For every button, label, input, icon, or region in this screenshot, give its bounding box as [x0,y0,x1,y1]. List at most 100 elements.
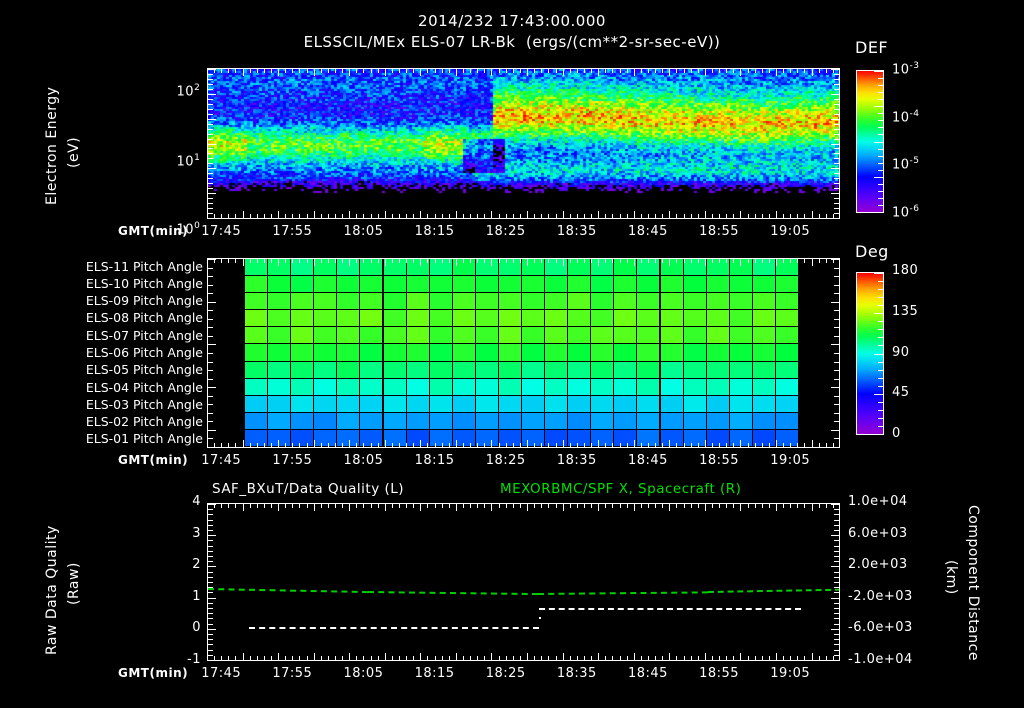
x-axis-tick-mark [697,443,699,447]
x-axis-tick-mark [356,259,358,263]
x-axis-tick-mark [271,656,272,660]
x-axis-tick-mark [320,69,322,73]
x-axis-tick-mark [605,214,607,218]
pitch-angle-cell [591,276,615,294]
x-axis-tick-mark [790,69,792,73]
y-axis-tick-mark [834,284,839,286]
x-axis-tick-mark [697,504,699,508]
x-axis-tick-mark [825,214,827,218]
x-axis-tick-mark [477,69,479,73]
y-axis-tick-mark [208,613,213,615]
x-axis-tick-mark [356,443,358,447]
y-axis-tick-mark [208,540,213,542]
y-axis-tick-mark [208,550,213,552]
pitch-angle-cell [660,344,684,362]
y-axis-tick-mark [834,148,839,150]
x-axis-tick-mark [363,656,365,660]
panel3-legend-left: SAF_BXuT/Data Quality (L) [212,481,405,497]
pitch-angle-cell [475,429,499,447]
x-axis-tick-mark [583,214,585,218]
x-axis-tick-mark [662,259,664,263]
y-axis-tick-mark [834,276,839,278]
colorbar-tick-mark [878,377,883,379]
x-axis-tick-mark [832,259,834,263]
x-axis-tick-mark [491,69,493,76]
x-axis-tick-mark [541,259,543,263]
x-axis-tick-mark [591,443,593,447]
x-axis-tick-mark [690,443,692,447]
pitch-angle-row-label: ELS-11 Pitch Angle [85,258,203,274]
x-axis-tick-mark [761,69,763,73]
x-axis-tick-mark [384,653,386,660]
pitch-angle-cell [614,293,638,311]
x-axis-tick-mark [733,504,735,508]
x-axis-tick-mark [662,69,664,73]
pitch-angle-cell [268,327,292,345]
y-axis-tick-mark [208,370,213,372]
x-axis-tick-mark [434,656,436,660]
y-axis-tick-mark [208,639,213,641]
x-axis-tick-mark [647,504,649,508]
x-axis-tick-mark [740,653,742,660]
x-axis-tick-mark [640,443,642,447]
pitch-angle-cell [337,395,361,413]
x-axis-tick-mark [299,214,301,218]
x-axis-tick-mark [370,259,372,263]
x-axis-tick-mark [555,214,557,218]
x-axis-tick-mark [768,259,770,263]
x-axis-tick-mark [519,259,521,263]
x-axis-tick-mark [512,69,514,73]
y-axis-tick-mark [208,133,213,135]
x-axis-tick-mark [605,259,607,263]
x-axis-tick-mark [441,69,443,73]
x-axis-tick-mark [342,504,344,508]
y-axis-tick-mark [834,602,839,604]
y-axis-tick-mark [208,327,213,329]
x-axis-tick-mark [519,504,521,508]
pitch-angle-cell [291,395,315,413]
y-axis-tick-mark [834,519,839,521]
x-axis-tick-mark [391,656,393,660]
y-axis-tick-mark [208,193,216,195]
x-axis-tick-mark [370,656,372,660]
pitch-angle-cell [683,395,707,413]
pitch-angle-cell [475,361,499,379]
pitch-angle-cell [614,276,638,294]
x-axis-tick-mark [249,443,251,447]
y-axis-tick-mark [208,412,213,414]
y-axis-tick-mark [831,168,839,170]
colorbar-tick-mark [878,417,883,419]
pitch-angle-cell [637,310,661,328]
y-axis-tick-mark [831,118,839,120]
x-axis-tick-mark [534,259,536,263]
x-axis-tick-mark [676,443,678,447]
x-axis-tick-mark [470,214,472,218]
colorbar-tick-mark [878,148,883,150]
pitch-angle-cell [452,361,476,379]
x-axis-tick-mark [562,653,564,660]
y-axis-tick-mark [208,98,213,100]
colorbar-tick-mark [874,71,883,72]
x-axis-tick-mark [484,214,486,218]
y-axis-tick-mark [831,344,839,346]
x-axis-tick-mark [598,653,600,660]
pitch-angle-cell [614,361,638,379]
pitch-angle-cell [383,293,407,311]
pitch-angle-cell [498,378,522,396]
x-axis-tick-mark [740,69,742,76]
y-axis-tick-mark [208,582,213,583]
pitch-angle-cell [568,259,592,277]
y-axis-tick-mark [208,93,216,95]
x-axis-tick-mark [505,214,507,218]
x-axis-tick-mark [313,440,315,447]
pitch-angle-cell [406,293,430,311]
colorbar-tick-mark [878,197,883,199]
x-axis-tick-mark [413,504,415,508]
pitch-angle-cell [775,412,799,430]
x-axis-tick-mark [697,214,699,218]
x-axis-tick-mark [413,656,415,660]
y-axis-tick-mark [834,545,839,547]
x-axis-tick-mark [477,656,479,660]
x-axis-tick-mark [477,214,479,218]
x-axis-tick-mark [768,214,770,218]
